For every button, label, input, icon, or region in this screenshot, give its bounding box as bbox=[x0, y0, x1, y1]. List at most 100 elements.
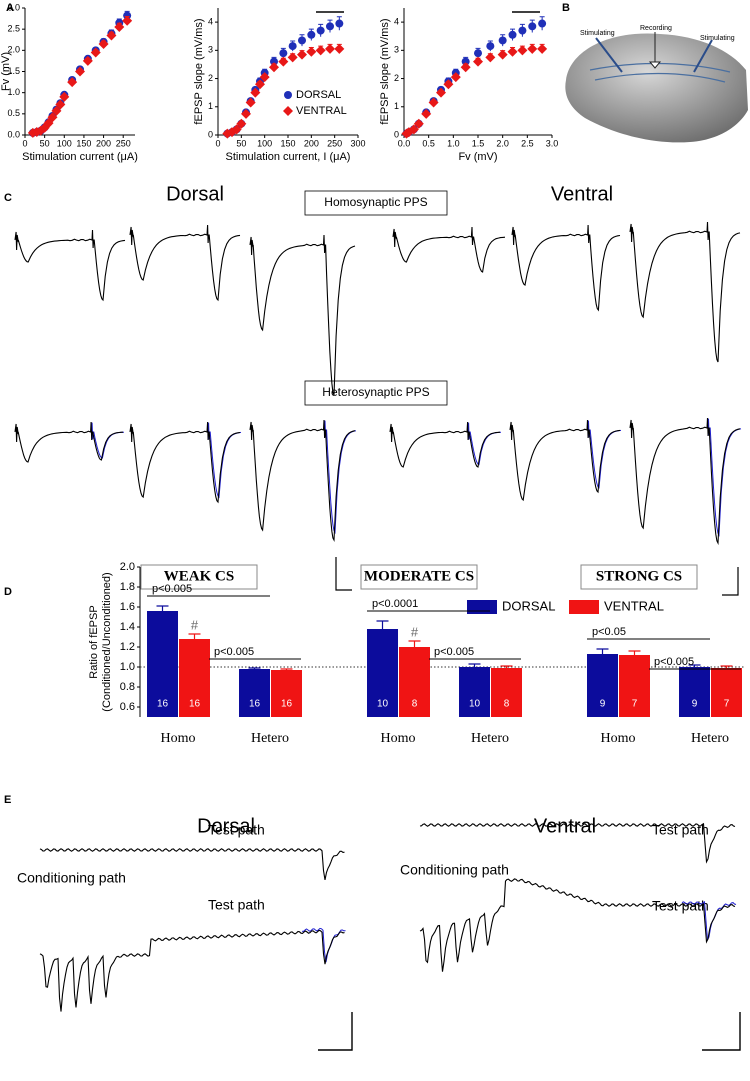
marker bbox=[306, 46, 317, 57]
annotation: p<0.005 bbox=[152, 583, 192, 595]
marker bbox=[413, 118, 424, 129]
marker bbox=[288, 42, 297, 51]
bar bbox=[679, 667, 710, 717]
legend-label: DORSAL bbox=[502, 598, 555, 613]
label: Stimulating bbox=[700, 35, 735, 42]
x-tick-label: 150 bbox=[280, 138, 295, 148]
error-bar bbox=[468, 663, 481, 667]
y-axis-label: Fv (mV) bbox=[0, 52, 12, 91]
marker bbox=[67, 77, 78, 88]
panel-letter: C bbox=[4, 192, 12, 204]
title: Dorsal bbox=[166, 183, 224, 205]
y-tick-label: 1 bbox=[394, 101, 399, 111]
y-tick-label: 1.5 bbox=[7, 66, 20, 76]
annotation: p<0.005 bbox=[214, 646, 254, 658]
scale-bar bbox=[335, 557, 352, 591]
marker bbox=[518, 26, 527, 35]
y-tick-label: 3 bbox=[208, 45, 213, 55]
marker bbox=[421, 108, 432, 119]
y-tick-label: 0 bbox=[394, 129, 399, 139]
marker bbox=[297, 49, 307, 60]
trace bbox=[14, 229, 126, 302]
y-tick-label: 3.0 bbox=[7, 2, 20, 12]
legend-label: DORSAL bbox=[296, 89, 341, 101]
marker bbox=[123, 11, 132, 20]
marker bbox=[255, 79, 265, 90]
x-tick-label: 250 bbox=[327, 138, 342, 148]
trace bbox=[467, 422, 502, 466]
legend-swatch bbox=[569, 600, 599, 614]
y-tick-label: 1.0 bbox=[120, 661, 135, 673]
error-bar bbox=[500, 665, 513, 668]
bar bbox=[491, 668, 522, 717]
x-tick-label: 0 bbox=[22, 138, 27, 148]
marker bbox=[335, 19, 344, 28]
legend-swatch bbox=[467, 600, 497, 614]
trace bbox=[681, 900, 737, 942]
marker bbox=[231, 124, 242, 135]
group-label: MODERATE CS bbox=[364, 568, 474, 584]
x-tick-label: 0 bbox=[215, 138, 220, 148]
marker bbox=[408, 124, 419, 135]
y-axis-label: (Conditioned/Unconditioned) bbox=[101, 572, 113, 711]
bar bbox=[711, 668, 742, 717]
error-bar bbox=[376, 620, 389, 629]
marker bbox=[528, 22, 537, 31]
x-tick-label: 100 bbox=[257, 138, 272, 148]
bar-label: 8 bbox=[412, 699, 418, 710]
marker bbox=[55, 99, 66, 110]
group-box bbox=[140, 564, 258, 590]
y-tick-label: 1.8 bbox=[120, 581, 135, 593]
title: Dorsal bbox=[197, 815, 255, 837]
title: Ventral bbox=[534, 815, 596, 837]
x-axis-label: Stimulation current (μA) bbox=[22, 151, 138, 163]
trace bbox=[14, 421, 124, 463]
trace bbox=[419, 878, 736, 972]
legend-label: VENTRAL bbox=[604, 598, 664, 613]
bar bbox=[179, 639, 210, 717]
neuron bbox=[648, 61, 662, 69]
y-tick-label: 2.0 bbox=[120, 561, 135, 573]
y-tick-label: 0.6 bbox=[120, 701, 135, 713]
marker bbox=[287, 52, 298, 63]
marker bbox=[497, 49, 508, 60]
bar-label: 10 bbox=[469, 699, 481, 710]
marker bbox=[269, 62, 279, 73]
error-bar bbox=[688, 664, 701, 667]
bar-label: 16 bbox=[281, 699, 293, 710]
marker bbox=[486, 42, 495, 51]
bar-label: 16 bbox=[249, 699, 261, 710]
marker bbox=[326, 22, 334, 31]
x-tick-label: 200 bbox=[96, 138, 111, 148]
x-tick-label: 0.5 bbox=[422, 138, 435, 148]
x-tick-label: Hetero bbox=[691, 731, 729, 746]
marker bbox=[537, 43, 548, 54]
marker bbox=[508, 30, 517, 39]
error-bar bbox=[628, 650, 641, 655]
y-tick-label: 2 bbox=[394, 73, 399, 83]
trace bbox=[39, 929, 345, 1012]
bar-label: 16 bbox=[157, 699, 169, 710]
bar-label: 9 bbox=[692, 699, 698, 710]
marker bbox=[279, 49, 288, 58]
trace bbox=[707, 418, 742, 537]
y-tick-label: 2 bbox=[208, 73, 213, 83]
panel-letter: A bbox=[6, 2, 14, 14]
marker bbox=[517, 45, 528, 56]
brain-slice bbox=[565, 33, 748, 143]
trace bbox=[389, 421, 501, 468]
marker bbox=[507, 46, 518, 57]
y-tick-label: 0.8 bbox=[120, 681, 135, 693]
marker bbox=[250, 87, 261, 98]
x-tick-label: Homo bbox=[601, 731, 636, 746]
panel-letter: D bbox=[4, 586, 12, 598]
marker bbox=[51, 105, 62, 116]
trace bbox=[629, 221, 741, 363]
marker bbox=[82, 55, 93, 66]
x-tick-label: 1.5 bbox=[472, 138, 485, 148]
x-tick-label: 200 bbox=[304, 138, 319, 148]
group-box bbox=[360, 564, 478, 590]
marker bbox=[278, 56, 289, 67]
error-bar bbox=[720, 665, 733, 668]
bar bbox=[147, 611, 178, 717]
